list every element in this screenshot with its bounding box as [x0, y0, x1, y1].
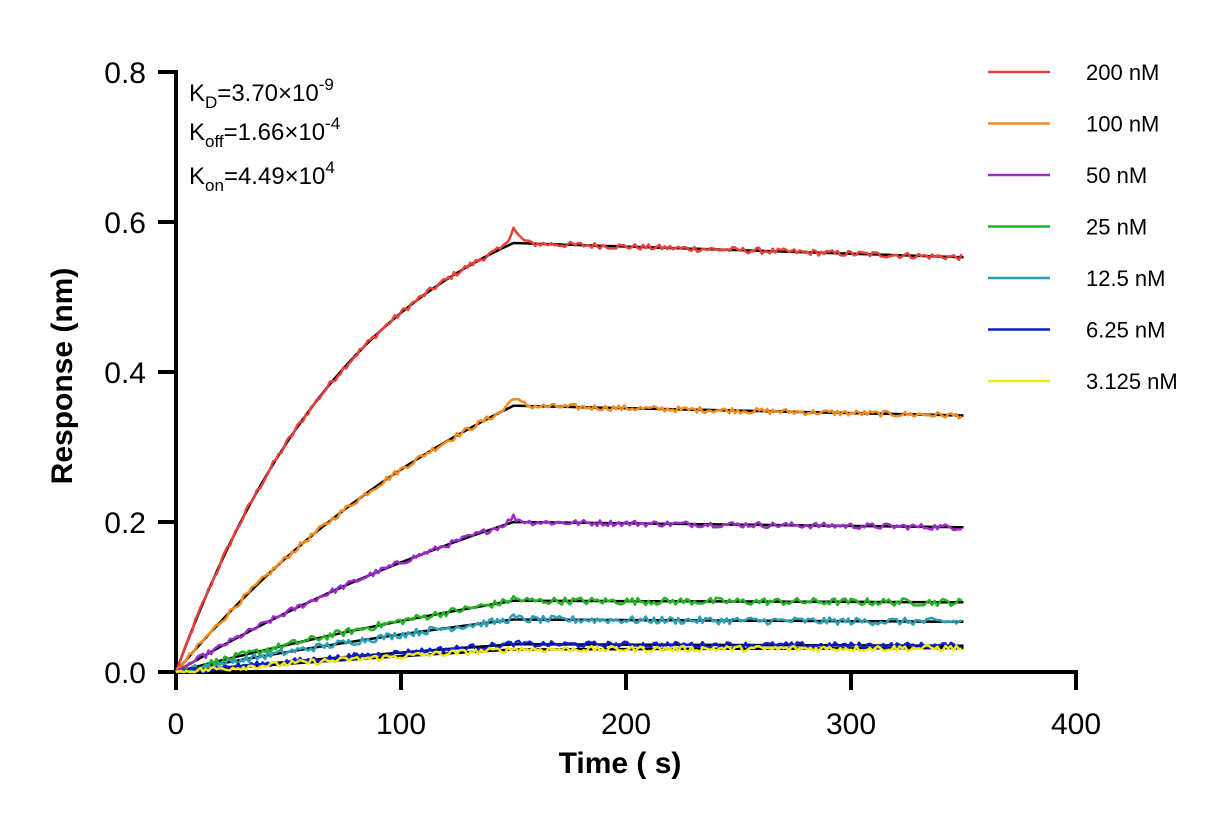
- ticks: 0 100 200 300 400 0.0 0.2 0.4 0.6 0.8: [104, 57, 1101, 741]
- y-tick-label: 0.4: [104, 357, 146, 390]
- x-tick-label: 300: [826, 708, 876, 741]
- legend-label: 200 nM: [1086, 60, 1159, 85]
- kinetics-annotation: KD=3.70×10-9 Koff=1.66×10-4 Kon=4.49×104: [189, 75, 340, 195]
- data-series: [174, 226, 963, 674]
- koff-annotation: Koff=1.66×10-4: [189, 114, 340, 151]
- legend-label: 100 nM: [1086, 112, 1159, 137]
- y-tick-label: 0.6: [104, 207, 146, 240]
- kd-annotation: KD=3.70×10-9: [189, 75, 334, 112]
- x-tick-label: 200: [601, 708, 651, 741]
- series-line: [175, 594, 963, 674]
- x-tick-label: 100: [376, 708, 426, 741]
- series-line: [175, 643, 962, 674]
- series-line: [175, 613, 963, 674]
- legend-label: 12.5 nM: [1086, 266, 1166, 291]
- y-tick-label: 0.2: [104, 507, 146, 540]
- x-tick-label: 400: [1051, 708, 1101, 741]
- x-tick-label: 0: [168, 708, 185, 741]
- fit-curve: [175, 404, 964, 673]
- legend-label: 50 nM: [1086, 163, 1147, 188]
- series-line: [176, 639, 963, 674]
- fit-curve: [174, 241, 964, 673]
- series-line: [174, 226, 963, 673]
- y-tick-label: 0.8: [104, 57, 146, 90]
- x-axis-title: Time ( s): [559, 747, 682, 780]
- legend: 200 nM 100 nM 50 nM 25 nM 12.5 nM 6.25 nM 3.12…: [988, 60, 1178, 394]
- fit-curves: [174, 241, 964, 674]
- legend-label: 25 nM: [1086, 215, 1147, 240]
- y-tick-label: 0.0: [104, 657, 146, 690]
- series-line: [175, 397, 963, 673]
- kon-annotation: Kon=4.49×104: [189, 158, 335, 195]
- legend-label: 6.25 nM: [1086, 318, 1166, 343]
- y-axis-title: Response (nm): [46, 268, 79, 485]
- legend-label: 3.125 nM: [1086, 369, 1178, 394]
- axes: [174, 70, 1078, 674]
- series-line: [175, 513, 962, 673]
